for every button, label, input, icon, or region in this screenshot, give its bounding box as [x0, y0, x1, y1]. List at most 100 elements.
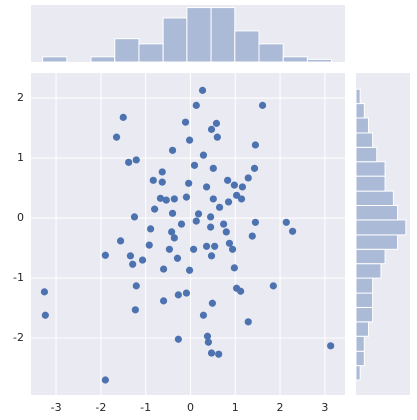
point [225, 239, 234, 247]
x-tick-label: -2 [95, 401, 106, 414]
point [207, 125, 216, 133]
point [244, 174, 252, 182]
point [207, 252, 216, 260]
hist-bar [282, 56, 308, 63]
point [209, 164, 217, 172]
point [189, 245, 198, 253]
hist-bar [355, 88, 361, 105]
point [269, 282, 277, 290]
hist-bar [355, 350, 365, 367]
hist-bar [355, 190, 394, 207]
point [192, 101, 200, 109]
point [224, 176, 232, 184]
point [41, 311, 49, 319]
hist-bar [355, 335, 365, 352]
point [101, 376, 109, 384]
hist-bar [210, 7, 236, 63]
point [138, 256, 147, 264]
hist-bar [114, 38, 140, 63]
point [149, 176, 157, 184]
point [251, 218, 260, 226]
point [132, 282, 140, 290]
point [131, 306, 139, 314]
x-tick-label: 1 [232, 401, 239, 414]
point [228, 245, 237, 253]
point [165, 245, 174, 253]
point [230, 181, 238, 189]
point [126, 252, 135, 260]
x-tick-label: -1 [140, 401, 151, 414]
hist-bar [355, 277, 374, 294]
hist-bar [355, 205, 399, 221]
plot-area [356, 73, 410, 395]
point [40, 288, 49, 296]
hist-bar [355, 117, 369, 134]
y-tick-label: -1 [13, 271, 24, 284]
point [182, 289, 191, 297]
point [173, 254, 182, 262]
x-tick-label: 0 [187, 401, 194, 414]
hist-bar [355, 248, 386, 265]
plot-area [31, 5, 345, 62]
hist-bar [355, 306, 374, 323]
hist-bar [42, 56, 68, 63]
point [168, 228, 176, 236]
point [224, 198, 233, 206]
point [112, 133, 121, 141]
point [215, 350, 223, 358]
hist-bar [162, 17, 188, 63]
point [199, 151, 208, 159]
point [192, 217, 200, 225]
point [251, 141, 260, 149]
point [202, 183, 211, 191]
hist-bar [355, 321, 369, 337]
hist-bar [355, 292, 374, 308]
hist-bar [355, 161, 386, 177]
point [146, 225, 155, 233]
point [158, 168, 166, 176]
point [162, 196, 170, 204]
point [130, 213, 139, 221]
hist-bar [355, 146, 378, 163]
point [215, 203, 224, 211]
point [151, 205, 159, 213]
point [125, 158, 133, 166]
point [220, 220, 228, 228]
hist-bar [355, 103, 365, 119]
point [209, 195, 217, 203]
point [248, 232, 256, 240]
point [119, 113, 127, 121]
hist-bar [355, 219, 407, 236]
point [238, 183, 247, 191]
y-tick-label: 1 [17, 151, 24, 164]
y-tick-label: 2 [17, 91, 24, 104]
point [282, 218, 290, 226]
point [182, 193, 191, 201]
point [145, 241, 153, 249]
hist-bar [258, 43, 284, 63]
point [207, 349, 216, 357]
x-tick-label: 2 [277, 401, 284, 414]
point [181, 118, 190, 126]
hist-bar [355, 132, 374, 148]
hist-bar [234, 30, 260, 63]
point [327, 342, 335, 350]
point [222, 228, 230, 236]
point [194, 210, 203, 218]
point [159, 265, 168, 273]
point [170, 234, 178, 242]
point [211, 242, 219, 250]
point [207, 213, 215, 221]
point [213, 133, 221, 141]
point [185, 266, 194, 274]
point [132, 156, 140, 164]
x-tick-label: -3 [51, 401, 62, 414]
point [170, 195, 178, 203]
point [174, 291, 182, 299]
point [190, 161, 199, 169]
y-tick-label: 0 [17, 211, 24, 224]
point [185, 179, 193, 187]
hist-bar [355, 365, 361, 381]
point [158, 178, 166, 186]
